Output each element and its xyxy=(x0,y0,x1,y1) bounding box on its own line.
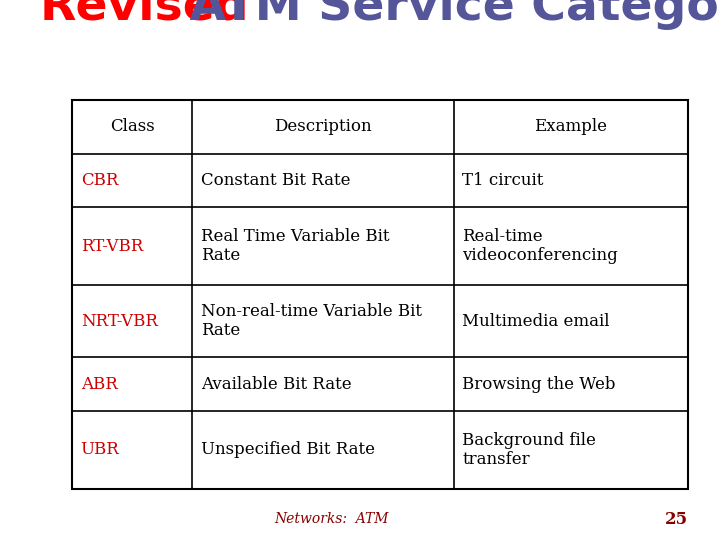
Text: Class: Class xyxy=(109,118,154,135)
Text: Example: Example xyxy=(534,118,607,135)
Text: Networks:  ATM: Networks: ATM xyxy=(274,512,389,526)
Text: T1 circuit: T1 circuit xyxy=(462,172,544,189)
Text: NRT-VBR: NRT-VBR xyxy=(81,313,158,329)
Text: ABR: ABR xyxy=(81,376,117,393)
Text: Background file
transfer: Background file transfer xyxy=(462,431,596,468)
Text: Browsing the Web: Browsing the Web xyxy=(462,376,616,393)
Text: Non-real-time Variable Bit
Rate: Non-real-time Variable Bit Rate xyxy=(201,303,422,340)
Text: Multimedia email: Multimedia email xyxy=(462,313,610,329)
Text: RT-VBR: RT-VBR xyxy=(81,238,143,254)
Bar xyxy=(72,100,688,489)
Text: Description: Description xyxy=(274,118,372,135)
Text: CBR: CBR xyxy=(81,172,118,189)
Text: Real Time Variable Bit
Rate: Real Time Variable Bit Rate xyxy=(201,228,390,265)
Text: ATM Service Categories: ATM Service Categories xyxy=(173,0,720,30)
Text: 25: 25 xyxy=(665,511,688,528)
Text: Real-time
videoconferencing: Real-time videoconferencing xyxy=(462,228,618,265)
Text: Revised: Revised xyxy=(40,0,249,30)
Text: Constant Bit Rate: Constant Bit Rate xyxy=(201,172,350,189)
Text: UBR: UBR xyxy=(81,441,120,458)
Text: Available Bit Rate: Available Bit Rate xyxy=(201,376,351,393)
Text: Unspecified Bit Rate: Unspecified Bit Rate xyxy=(201,441,374,458)
